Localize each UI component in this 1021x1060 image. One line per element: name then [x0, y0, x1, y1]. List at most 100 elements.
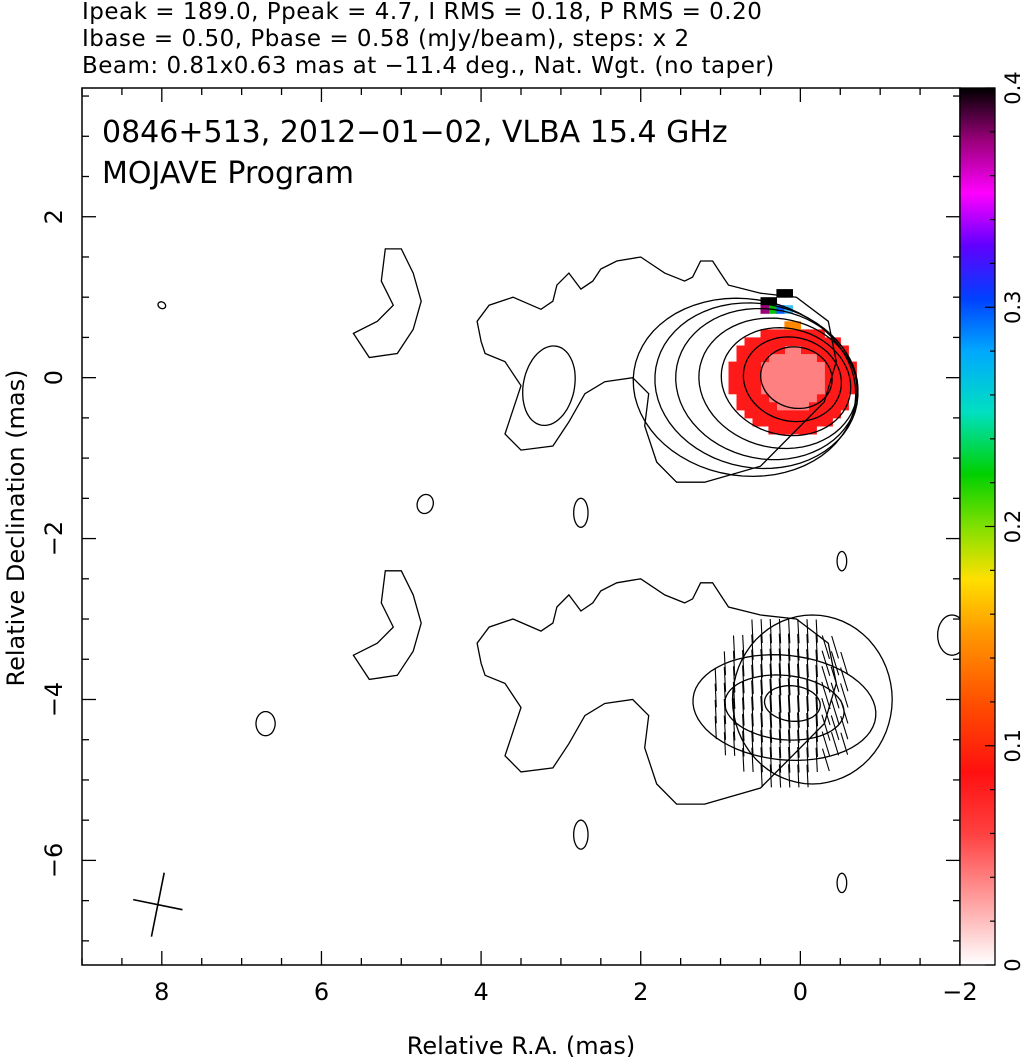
- pol-pixel: [752, 345, 762, 355]
- evpa-tick: [778, 746, 782, 773]
- pol-pixel: [840, 401, 849, 411]
- evpa-tick: [797, 663, 800, 696]
- contour-line: [157, 301, 167, 310]
- pol-pixel: [800, 345, 809, 355]
- evpa-tick: [815, 713, 818, 742]
- pol-pixel: [832, 345, 841, 355]
- evpa-tick: [797, 648, 800, 678]
- pol-pixel: [760, 369, 770, 379]
- evpa-tick: [769, 695, 773, 728]
- contour-line: [352, 248, 422, 359]
- pol-pixel: [808, 425, 817, 435]
- evpa-tick: [840, 699, 849, 724]
- pol-pixel: [800, 385, 809, 395]
- evpa-tick: [815, 730, 818, 757]
- evpa-tick: [769, 764, 772, 788]
- evpa-tick: [787, 663, 791, 696]
- pol-pixel: [816, 417, 825, 427]
- x-tick-label: −2: [942, 978, 977, 1006]
- evpa-tick: [751, 696, 754, 727]
- pol-pixel: [776, 289, 785, 298]
- evpa-tick: [797, 678, 800, 712]
- pol-pixel: [800, 353, 809, 363]
- evpa-tick: [797, 695, 800, 728]
- evpa-tick: [787, 694, 791, 729]
- pol-pixel: [768, 377, 777, 387]
- pol-pixel: [816, 353, 825, 363]
- evpa-tick: [821, 666, 831, 693]
- pol-pixel: [824, 401, 833, 411]
- pol-contour-line: [731, 614, 893, 785]
- pol-pixel: [792, 361, 801, 371]
- pol-pixel: [768, 385, 777, 395]
- pol-pixel: [768, 345, 777, 355]
- pol-pixel: [760, 409, 770, 419]
- pol-pixel: [776, 329, 785, 338]
- pol-pixel: [784, 345, 793, 355]
- pol-pixel: [800, 369, 809, 379]
- pol-pixel: [728, 369, 738, 379]
- x-tick-label: 0: [793, 978, 808, 1006]
- contour-line: [654, 302, 859, 470]
- pol-pixel: [768, 361, 777, 371]
- pol-pixel: [776, 417, 785, 427]
- pol-pixel: [832, 369, 841, 379]
- contour-line: [352, 570, 422, 681]
- pol-pixel: [800, 401, 809, 411]
- plot-title-line1: 0846+513, 2012−01−02, VLBA 15.4 GHz: [102, 115, 728, 150]
- evpa-tick: [778, 764, 782, 788]
- evpa-tick: [760, 649, 763, 678]
- evpa-tick: [769, 729, 773, 758]
- evpa-tick: [797, 764, 800, 788]
- pol-pixel: [792, 369, 801, 379]
- pol-pixel: [784, 289, 793, 298]
- pol-pixel: [776, 361, 785, 371]
- pol-pixel: [808, 369, 817, 379]
- pol-pixel: [840, 353, 849, 363]
- pol-pixel: [816, 329, 825, 338]
- evpa-tick: [769, 747, 773, 773]
- contour-line: [632, 297, 857, 478]
- evpa-tick: [778, 618, 782, 644]
- evpa-tick: [830, 732, 840, 756]
- pol-pixel: [800, 393, 809, 403]
- evpa-tick: [815, 680, 819, 711]
- evpa-tick: [778, 663, 782, 696]
- evpa-tick: [778, 729, 782, 758]
- evpa-tick: [769, 663, 773, 696]
- contour-line: [573, 819, 589, 850]
- evpa-tick: [830, 698, 840, 725]
- pol-pixel: [784, 353, 793, 363]
- evpa-tick: [806, 679, 809, 712]
- evpa-ticks: [714, 618, 849, 788]
- y-axis-label: Relative Declination (mas): [2, 369, 30, 686]
- colorbar-tick-label: 0.2: [1001, 510, 1021, 543]
- pol-pixel: [816, 385, 825, 395]
- pol-pixel: [768, 369, 777, 379]
- contour-line: [573, 497, 589, 528]
- evpa-tick: [769, 712, 773, 743]
- evpa-tick: [732, 650, 736, 676]
- evpa-tick: [840, 651, 849, 675]
- contour-line: [416, 493, 434, 515]
- pol-pixel: [808, 361, 817, 371]
- evpa-tick: [797, 712, 800, 743]
- pol-pixel: [784, 329, 793, 338]
- pol-pixel: [776, 305, 785, 314]
- evpa-tick: [821, 697, 831, 726]
- pol-pixel: [792, 393, 801, 403]
- pol-pixel: [752, 385, 762, 395]
- pol-pixel: [792, 401, 801, 411]
- pol-pixel: [760, 393, 770, 403]
- pol-pixel: [824, 353, 833, 363]
- x-tick-label: 2: [633, 978, 648, 1006]
- evpa-tick: [815, 696, 819, 727]
- pol-pixel: [744, 393, 754, 403]
- pol-pixel: [832, 385, 841, 395]
- pol-pixel: [768, 353, 777, 363]
- pol-pixel: [832, 377, 841, 387]
- pol-pixel: [784, 361, 793, 371]
- evpa-tick: [797, 729, 800, 758]
- evpa-tick: [742, 681, 745, 710]
- evpa-tick: [778, 633, 782, 661]
